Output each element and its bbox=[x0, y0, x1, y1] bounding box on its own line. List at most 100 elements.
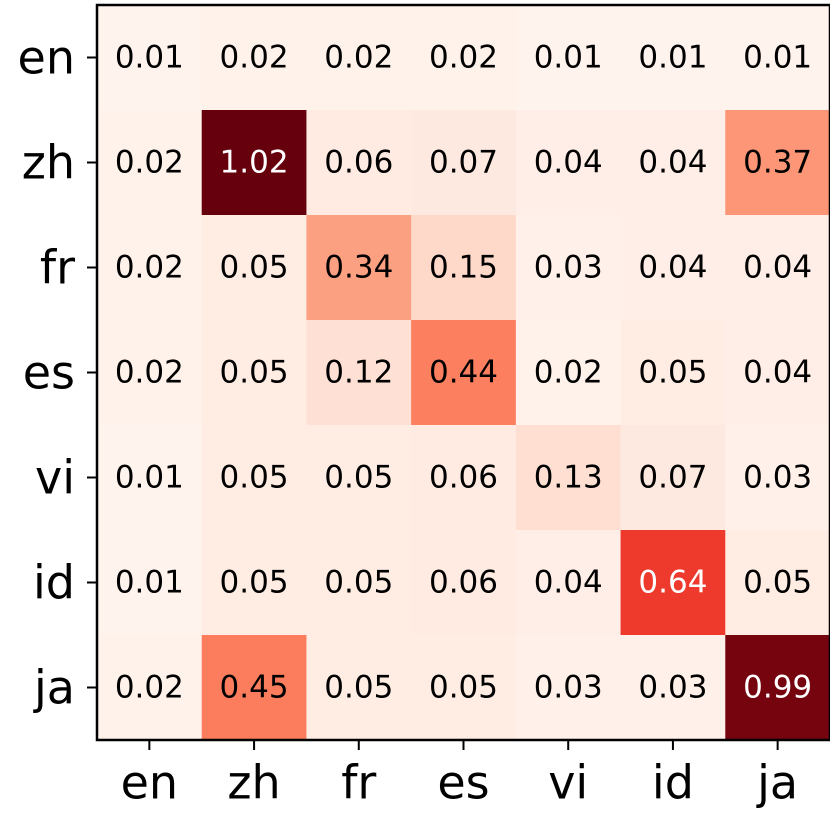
cell-value-label: 0.02 bbox=[115, 250, 184, 286]
cell-value-label: 0.04 bbox=[534, 565, 603, 601]
cell-value-label: 0.07 bbox=[429, 145, 498, 181]
heatmap-cell bbox=[620, 320, 726, 426]
heatmap-cell bbox=[515, 320, 622, 426]
cell-value-label: 0.15 bbox=[429, 250, 498, 286]
heatmap-cell bbox=[201, 530, 308, 636]
heatmap-cell bbox=[620, 530, 726, 636]
cell-value-label: 0.04 bbox=[743, 355, 812, 391]
heatmap-cell bbox=[411, 635, 517, 741]
cell-value-label: 0.05 bbox=[429, 670, 498, 706]
heatmap-cell bbox=[515, 5, 622, 111]
cell-value-label: 0.01 bbox=[115, 460, 184, 496]
y-axis-tick-labels: en zh fr es vi id ja bbox=[18, 31, 76, 715]
heatmap-cell bbox=[411, 110, 517, 216]
cell-value-label: 0.02 bbox=[324, 40, 393, 76]
cell-value-label: 0.03 bbox=[638, 670, 707, 706]
cell-value-label: 0.01 bbox=[638, 40, 707, 76]
heatmap-cell bbox=[620, 215, 726, 321]
heatmap-cell bbox=[411, 215, 517, 321]
y-tick-label: fr bbox=[40, 241, 75, 295]
cell-value-label: 0.02 bbox=[115, 355, 184, 391]
cell-value-label: 0.06 bbox=[324, 145, 393, 181]
cell-value-label: 0.13 bbox=[534, 460, 603, 496]
cell-value-label: 0.02 bbox=[429, 40, 498, 76]
cell-value-label: 0.99 bbox=[743, 670, 812, 706]
heatmap-cell bbox=[620, 635, 726, 741]
cell-value-label: 0.03 bbox=[534, 250, 603, 286]
y-tick-label: es bbox=[23, 346, 75, 400]
cell-value-label: 0.03 bbox=[743, 460, 812, 496]
heatmap-cell bbox=[515, 215, 622, 321]
heatmap-cell bbox=[97, 215, 203, 321]
cell-value-label: 0.05 bbox=[324, 460, 393, 496]
heatmap-cell bbox=[97, 530, 203, 636]
cell-value-label: 0.02 bbox=[534, 355, 603, 391]
heatmap-cell-labels: 0.01 0.02 0.02 0.02 0.01 0.01 0.01 0.02 1.02 0.06… bbox=[115, 40, 812, 706]
heatmap-cell bbox=[306, 530, 412, 636]
y-tick-label: en bbox=[18, 31, 75, 85]
y-tick-label: ja bbox=[33, 661, 75, 715]
y-tick-label: vi bbox=[35, 451, 75, 505]
heatmap-cell bbox=[201, 110, 308, 216]
y-axis-ticks bbox=[87, 56, 97, 689]
cell-value-label: 0.34 bbox=[324, 250, 393, 286]
heatmap-cell bbox=[725, 5, 830, 111]
cell-value-label: 0.07 bbox=[638, 460, 707, 496]
heatmap-cell bbox=[620, 5, 726, 111]
heatmap-cell bbox=[725, 425, 830, 531]
heatmap-cell bbox=[515, 530, 622, 636]
cell-value-label: 0.64 bbox=[638, 565, 707, 601]
cell-value-label: 0.01 bbox=[743, 40, 812, 76]
cell-value-label: 0.37 bbox=[743, 145, 812, 181]
heatmap-cell bbox=[97, 110, 203, 216]
x-tick-label: fr bbox=[341, 755, 376, 809]
cell-value-label: 0.05 bbox=[324, 565, 393, 601]
heatmap-cell bbox=[201, 635, 308, 741]
cell-value-label: 0.12 bbox=[324, 355, 393, 391]
heatmap-cell bbox=[201, 425, 308, 531]
cell-value-label: 0.01 bbox=[534, 40, 603, 76]
y-tick-label: zh bbox=[22, 136, 75, 190]
cell-value-label: 0.02 bbox=[115, 670, 184, 706]
heatmap-cell bbox=[306, 110, 412, 216]
heatmap-cell bbox=[725, 635, 830, 741]
heatmap-cell bbox=[725, 215, 830, 321]
heatmap-cell bbox=[201, 320, 308, 426]
y-tick-label: id bbox=[33, 556, 75, 610]
heatmap-cell bbox=[306, 425, 412, 531]
x-axis-tick-labels: en zh fr es vi id ja bbox=[121, 755, 799, 809]
heatmap-cell bbox=[620, 110, 726, 216]
heatmap-cell bbox=[201, 5, 308, 111]
heatmap-cell bbox=[411, 320, 517, 426]
cell-value-label: 0.06 bbox=[429, 460, 498, 496]
cell-value-label: 0.01 bbox=[115, 565, 184, 601]
cell-value-label: 0.44 bbox=[429, 355, 498, 391]
x-tick-label: vi bbox=[548, 755, 588, 809]
heatmap-cell bbox=[515, 635, 622, 741]
heatmap-cell bbox=[97, 425, 203, 531]
x-tick-label: ja bbox=[756, 755, 798, 809]
cell-value-label: 0.05 bbox=[220, 565, 289, 601]
heatmap-cell bbox=[620, 425, 726, 531]
cell-value-label: 0.02 bbox=[115, 145, 184, 181]
cell-value-label: 0.04 bbox=[638, 250, 707, 286]
x-tick-label: en bbox=[121, 755, 178, 809]
heatmap-cell bbox=[725, 320, 830, 426]
heatmap-cell bbox=[411, 425, 517, 531]
cell-value-label: 1.02 bbox=[220, 145, 289, 181]
heatmap-cell bbox=[306, 215, 412, 321]
heatmap-cell bbox=[515, 110, 622, 216]
heatmap-cell bbox=[306, 320, 412, 426]
cell-value-label: 0.05 bbox=[220, 355, 289, 391]
x-tick-label: es bbox=[437, 755, 489, 809]
x-tick-label: zh bbox=[227, 755, 280, 809]
cell-value-label: 0.45 bbox=[220, 670, 289, 706]
heatmap-cell bbox=[201, 215, 308, 321]
cell-value-label: 0.04 bbox=[638, 145, 707, 181]
heatmap-cell bbox=[97, 5, 203, 111]
heatmap-cell bbox=[725, 110, 830, 216]
cell-value-label: 0.02 bbox=[220, 40, 289, 76]
cell-value-label: 0.01 bbox=[115, 40, 184, 76]
x-tick-label: id bbox=[652, 755, 694, 809]
